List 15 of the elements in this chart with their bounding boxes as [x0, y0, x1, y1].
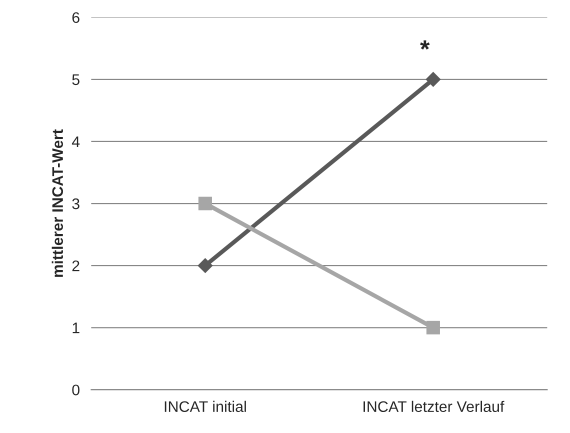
point: [426, 320, 440, 334]
x-tick-label: INCAT initial: [164, 400, 246, 412]
annotation: *: [420, 40, 430, 50]
point: [198, 258, 213, 273]
y-tick-label: 0: [72, 384, 80, 396]
y-tick-label: 2: [72, 260, 80, 272]
y-tick-label: 6: [72, 12, 80, 24]
y-axis-title: mittlerer INCAT-Wert: [52, 129, 64, 277]
y-tick-label: 5: [72, 74, 80, 86]
y-tick-label: 4: [72, 136, 80, 147]
x-tick-label: INCAT letzter Verlauf: [364, 400, 504, 412]
point: [426, 72, 441, 87]
y-tick-label: 3: [72, 198, 80, 210]
point: [198, 196, 212, 210]
y-tick-label: 1: [72, 322, 80, 334]
